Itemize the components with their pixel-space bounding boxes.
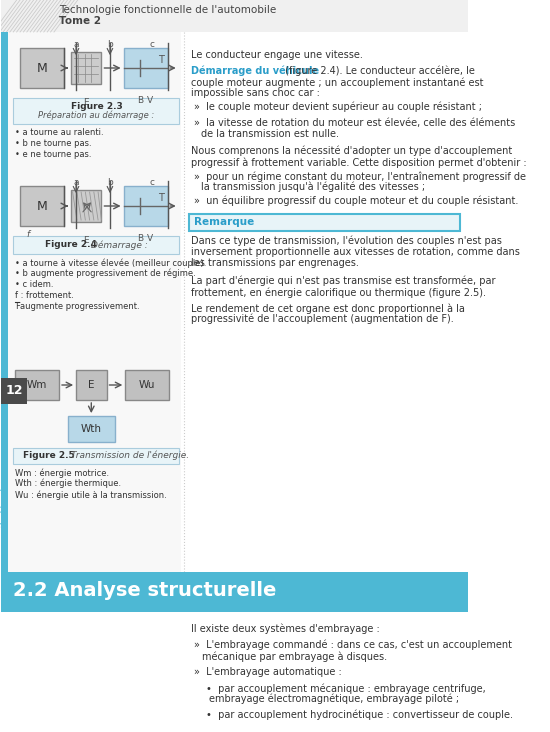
- Text: Dans ce type de transmission, l'évolution des couples n'est pas: Dans ce type de transmission, l'évolutio…: [190, 236, 502, 247]
- Text: progressif à frottement variable. Cette disposition permet d'obtenir :: progressif à frottement variable. Cette …: [190, 157, 526, 168]
- Text: Wth: Wth: [81, 424, 102, 434]
- Text: (figure 2.4). Le conducteur accélère, le: (figure 2.4). Le conducteur accélère, le: [282, 66, 475, 77]
- Bar: [124, 186, 168, 226]
- Text: T: T: [158, 193, 164, 203]
- Text: Le conducteur engage une vitesse.: Le conducteur engage une vitesse.: [190, 50, 362, 60]
- Text: •  par accouplement mécanique : embrayage centrifuge,: • par accouplement mécanique : embrayage…: [206, 683, 486, 693]
- Text: mécanique par embrayage à disques.: mécanique par embrayage à disques.: [202, 651, 388, 662]
- Text: E: E: [88, 380, 95, 390]
- Text: b: b: [107, 178, 113, 187]
- Bar: [68, 416, 115, 442]
- Text: »  un équilibre progressif du couple moteur et du couple résistant.: » un équilibre progressif du couple mote…: [194, 196, 518, 206]
- Text: Le rendement de cet organe est donc proportionnel à la: Le rendement de cet organe est donc prop…: [190, 303, 464, 313]
- Text: Wm: Wm: [27, 380, 47, 390]
- Text: la transmission jusqu'à l'égalité des vitesses ;: la transmission jusqu'à l'égalité des vi…: [201, 182, 425, 193]
- Bar: [2, 378, 27, 404]
- Bar: [189, 214, 460, 231]
- Text: embrayage électromagnétique, embrayage piloté ;: embrayage électromagnétique, embrayage p…: [209, 694, 459, 704]
- Text: impossible sans choc car :: impossible sans choc car :: [190, 88, 320, 98]
- Text: couple moteur augmente ; un accouplement instantané est: couple moteur augmente ; un accouplement…: [190, 77, 483, 88]
- Bar: [15, 370, 59, 400]
- Text: M: M: [37, 200, 47, 212]
- Bar: [13, 98, 179, 124]
- Text: »  le couple moteur devient supérieur au couple résistant ;: » le couple moteur devient supérieur au …: [194, 102, 482, 113]
- Bar: [20, 186, 64, 226]
- Text: Wu : énergie utile à la transmission.: Wu : énergie utile à la transmission.: [15, 490, 167, 499]
- Text: Figure 2.3: Figure 2.3: [70, 102, 122, 111]
- Text: Démarrage du véhicule: Démarrage du véhicule: [190, 66, 318, 77]
- Text: f: f: [27, 230, 30, 239]
- Text: Remarque: Remarque: [194, 217, 254, 227]
- Bar: [76, 370, 107, 400]
- Text: • a tourne à vitesse élevée (meilleur couple).: • a tourne à vitesse élevée (meilleur co…: [15, 258, 206, 267]
- Text: inversement proportionnelle aux vitesses de rotation, comme dans: inversement proportionnelle aux vitesses…: [190, 247, 519, 257]
- Text: a: a: [73, 40, 79, 49]
- Text: B V: B V: [138, 234, 153, 243]
- Bar: [2, 32, 8, 594]
- Bar: [2, 572, 468, 612]
- Text: • c idem.: • c idem.: [15, 280, 53, 289]
- Text: »  L'embrayage commandé : dans ce cas, c'est un accouplement: » L'embrayage commandé : dans ce cas, c'…: [194, 640, 512, 651]
- Text: Il existe deux systèmes d'embrayage :: Il existe deux systèmes d'embrayage :: [190, 624, 380, 635]
- Text: • b ne tourne pas.: • b ne tourne pas.: [15, 139, 92, 148]
- Text: c: c: [150, 178, 155, 187]
- Text: • b augmente progressivement de régime.: • b augmente progressivement de régime.: [15, 269, 196, 278]
- Text: E: E: [84, 98, 89, 107]
- Bar: [71, 190, 101, 222]
- Text: Wu: Wu: [139, 380, 156, 390]
- Text: • e ne tourne pas.: • e ne tourne pas.: [15, 150, 91, 159]
- Text: F: F: [15, 302, 20, 311]
- Text: Technologie fonctionnelle de l'automobile: Technologie fonctionnelle de l'automobil…: [59, 5, 276, 15]
- Text: Wth : énergie thermique.: Wth : énergie thermique.: [15, 479, 121, 488]
- Bar: [2, 0, 468, 32]
- Text: b: b: [107, 40, 113, 49]
- Text: Tome 2: Tome 2: [59, 16, 101, 26]
- Bar: [20, 48, 64, 88]
- Text: T: T: [158, 55, 164, 65]
- Text: f : frottement.: f : frottement.: [15, 291, 74, 300]
- Text: Figure 2.4: Figure 2.4: [46, 240, 97, 249]
- Text: •  par accouplement hydrocinétique : convertisseur de couple.: • par accouplement hydrocinétique : conv…: [206, 710, 513, 720]
- Text: c: c: [150, 40, 155, 49]
- Text: Transmission de l'énergie.: Transmission de l'énergie.: [71, 451, 189, 460]
- Text: »  la vitesse de rotation du moteur est élevée, celle des éléments: » la vitesse de rotation du moteur est é…: [194, 118, 515, 128]
- Text: La part d'énergie qui n'est pas transmise est transformée, par: La part d'énergie qui n'est pas transmis…: [190, 276, 495, 286]
- Text: Démarrage :: Démarrage :: [91, 240, 148, 250]
- Text: Figure 2.5: Figure 2.5: [24, 451, 75, 460]
- Bar: [71, 52, 101, 84]
- Text: E: E: [84, 236, 89, 245]
- Text: les transmissions par engrenages.: les transmissions par engrenages.: [190, 258, 359, 268]
- Text: Préparation au démarrage :: Préparation au démarrage :: [39, 111, 155, 121]
- Text: progressivité de l'accouplement (augmentation de F).: progressivité de l'accouplement (augment…: [190, 314, 453, 324]
- Text: Wm : énergie motrice.: Wm : énergie motrice.: [15, 468, 109, 477]
- Bar: [13, 448, 179, 464]
- Text: frottement, en énergie calorifique ou thermique (figure 2.5).: frottement, en énergie calorifique ou th…: [190, 287, 486, 297]
- Text: • a tourne au ralenti.: • a tourne au ralenti.: [15, 128, 103, 137]
- Text: B V: B V: [138, 96, 153, 105]
- Text: 2.2 Analyse structurelle: 2.2 Analyse structurelle: [13, 581, 277, 600]
- Bar: [125, 370, 169, 400]
- Text: Nous comprenons la nécessité d'adopter un type d'accouplement: Nous comprenons la nécessité d'adopter u…: [190, 146, 512, 157]
- Bar: [124, 48, 168, 88]
- Text: »  pour un régime constant du moteur, l'entraînement progressif de: » pour un régime constant du moteur, l'e…: [194, 171, 526, 182]
- Bar: [2, 32, 181, 594]
- Text: 2 - L'embrayage: 2 - L'embrayage: [1, 453, 9, 527]
- Bar: [13, 236, 179, 254]
- Text: »  L'embrayage automatique :: » L'embrayage automatique :: [194, 667, 342, 677]
- Text: de la transmission est nulle.: de la transmission est nulle.: [201, 129, 339, 139]
- Text: 12: 12: [6, 384, 23, 397]
- Text: augmente progressivement.: augmente progressivement.: [20, 302, 140, 311]
- Text: a: a: [73, 178, 79, 187]
- Text: M: M: [37, 61, 47, 75]
